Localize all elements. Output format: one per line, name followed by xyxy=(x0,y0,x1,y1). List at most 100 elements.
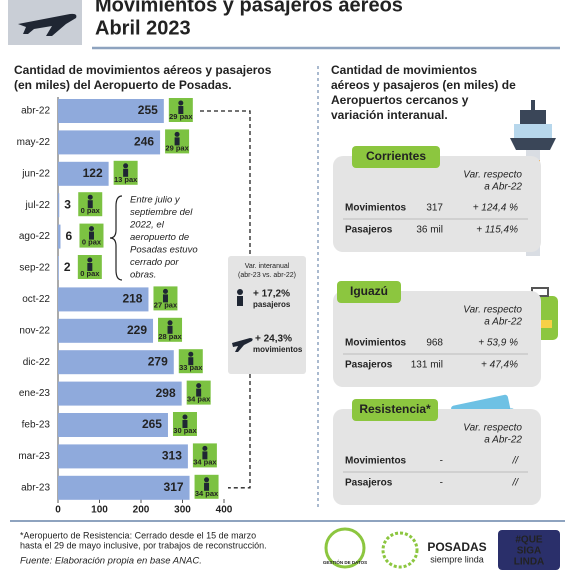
airport-pill xyxy=(337,281,401,303)
brace xyxy=(109,195,123,281)
badge-icon xyxy=(88,231,94,240)
bar xyxy=(58,475,190,500)
yoy-box xyxy=(228,256,306,374)
badge-icon xyxy=(174,137,180,146)
badge-icon xyxy=(196,388,202,397)
y-tick-label: mar-23 xyxy=(18,451,50,462)
passenger-label: 30 pax xyxy=(173,426,197,435)
badge-icon xyxy=(123,168,129,177)
passenger-label: 0 pax xyxy=(82,238,102,247)
badge-icon xyxy=(123,163,129,169)
passenger-label: 34 pax xyxy=(195,489,219,498)
yoy-value: + 17,2% xyxy=(253,289,290,300)
y-tick-label: feb-23 xyxy=(22,420,51,431)
bar xyxy=(58,413,168,437)
row-label: Pasajeros xyxy=(345,478,393,489)
annotation: aeropuerto de xyxy=(130,232,189,243)
badge-icon xyxy=(182,420,188,428)
airport-name: Resistencia* xyxy=(359,402,431,416)
y-tick-label: ene-23 xyxy=(19,388,51,399)
badge-icon xyxy=(202,451,208,460)
passenger-label: 28 pax xyxy=(158,332,182,341)
value-label: 246 xyxy=(134,135,154,149)
badge-icon xyxy=(182,414,188,420)
row-label: Pasajeros xyxy=(345,225,393,236)
yoy-value: + 24,3% xyxy=(255,334,292,345)
airport-pill xyxy=(352,146,440,168)
connector xyxy=(200,110,251,489)
y-tick-label: jun-22 xyxy=(21,168,50,179)
badge-icon xyxy=(188,351,194,357)
badge-icon xyxy=(178,106,184,114)
y-tick-label: abr-22 xyxy=(21,106,50,117)
bar xyxy=(58,318,154,343)
passenger-label: 29 pax xyxy=(165,143,189,152)
y-tick-label: abr-23 xyxy=(21,482,50,493)
badge-icon xyxy=(162,294,168,303)
bar xyxy=(58,350,174,375)
x-tick-label: 300 xyxy=(174,505,191,516)
badge-icon xyxy=(87,257,93,263)
yoy-title: Var. interanual xyxy=(245,263,290,270)
airport-pill xyxy=(352,399,438,421)
badge-icon xyxy=(174,131,180,137)
row-variation: // xyxy=(511,478,519,489)
value-label: 255 xyxy=(138,103,158,117)
passenger-label: 34 pax xyxy=(193,457,217,466)
x-tick-label: 200 xyxy=(133,505,150,516)
var-header: Var. respecto xyxy=(463,305,522,316)
badge-icon xyxy=(178,100,184,106)
annotation: cerrado por xyxy=(130,257,179,268)
x-tick-label: 400 xyxy=(216,505,233,516)
badge-icon xyxy=(167,320,173,326)
annotation: Entre julio y xyxy=(130,195,181,206)
value-label: 2 xyxy=(64,260,71,274)
logo-text: #QUE xyxy=(515,535,543,546)
badge-icon xyxy=(87,263,93,271)
logo-mark xyxy=(324,527,366,569)
logo-text: POSADAS xyxy=(427,540,486,554)
var-header: Var. respecto xyxy=(463,423,522,434)
yoy-label: movimientos xyxy=(253,345,303,354)
logo-text: GESTIÓN DE DATOS xyxy=(323,558,367,565)
passenger-label: 13 pax xyxy=(114,175,138,184)
section-title: aéreos y pasajeros (en miles) de xyxy=(331,78,516,92)
row-value: 317 xyxy=(426,203,443,214)
passenger-label: 27 pax xyxy=(154,300,178,309)
badge-icon xyxy=(167,325,173,334)
plane-icon xyxy=(232,338,253,352)
bar xyxy=(58,193,60,218)
page-title: Movimientos y pasajeros aéreos xyxy=(95,0,403,16)
badge-icon xyxy=(202,445,208,451)
value-label: 122 xyxy=(83,166,103,180)
var-header: a Abr-22 xyxy=(484,182,522,193)
var-header: a Abr-22 xyxy=(484,317,522,328)
footnote: hasta el 29 de mayo inclusive, por traba… xyxy=(20,540,267,550)
airport-card xyxy=(333,291,541,387)
row-label: Movimientos xyxy=(345,203,407,214)
section-title: Aeropuertos cercanos y xyxy=(331,93,469,107)
x-tick-label: 100 xyxy=(91,505,108,516)
y-tick-label: ago-22 xyxy=(19,231,51,242)
annotation: Posadas estuvo xyxy=(130,245,198,256)
section-title: Cantidad de movimientos xyxy=(331,63,477,77)
logo-text: siempre linda xyxy=(430,554,484,564)
row-value: 36 mil xyxy=(416,225,443,236)
passenger-label: 34 pax xyxy=(187,395,211,404)
badge-icon xyxy=(88,226,94,232)
row-label: Movimientos xyxy=(345,456,407,467)
badge-icon xyxy=(162,288,168,294)
row-label: Movimientos xyxy=(345,338,407,349)
value-label: 3 xyxy=(64,197,71,211)
value-label: 298 xyxy=(156,386,176,400)
annotation: septiembre del xyxy=(130,207,193,218)
annotation: obras. xyxy=(130,270,156,281)
value-label: 279 xyxy=(148,354,168,368)
yoy-label: pasajeros xyxy=(253,300,291,309)
y-tick-label: jul-22 xyxy=(25,200,51,211)
bar xyxy=(58,287,149,312)
y-tick-label: may-22 xyxy=(17,137,51,148)
logo-box xyxy=(498,530,560,570)
